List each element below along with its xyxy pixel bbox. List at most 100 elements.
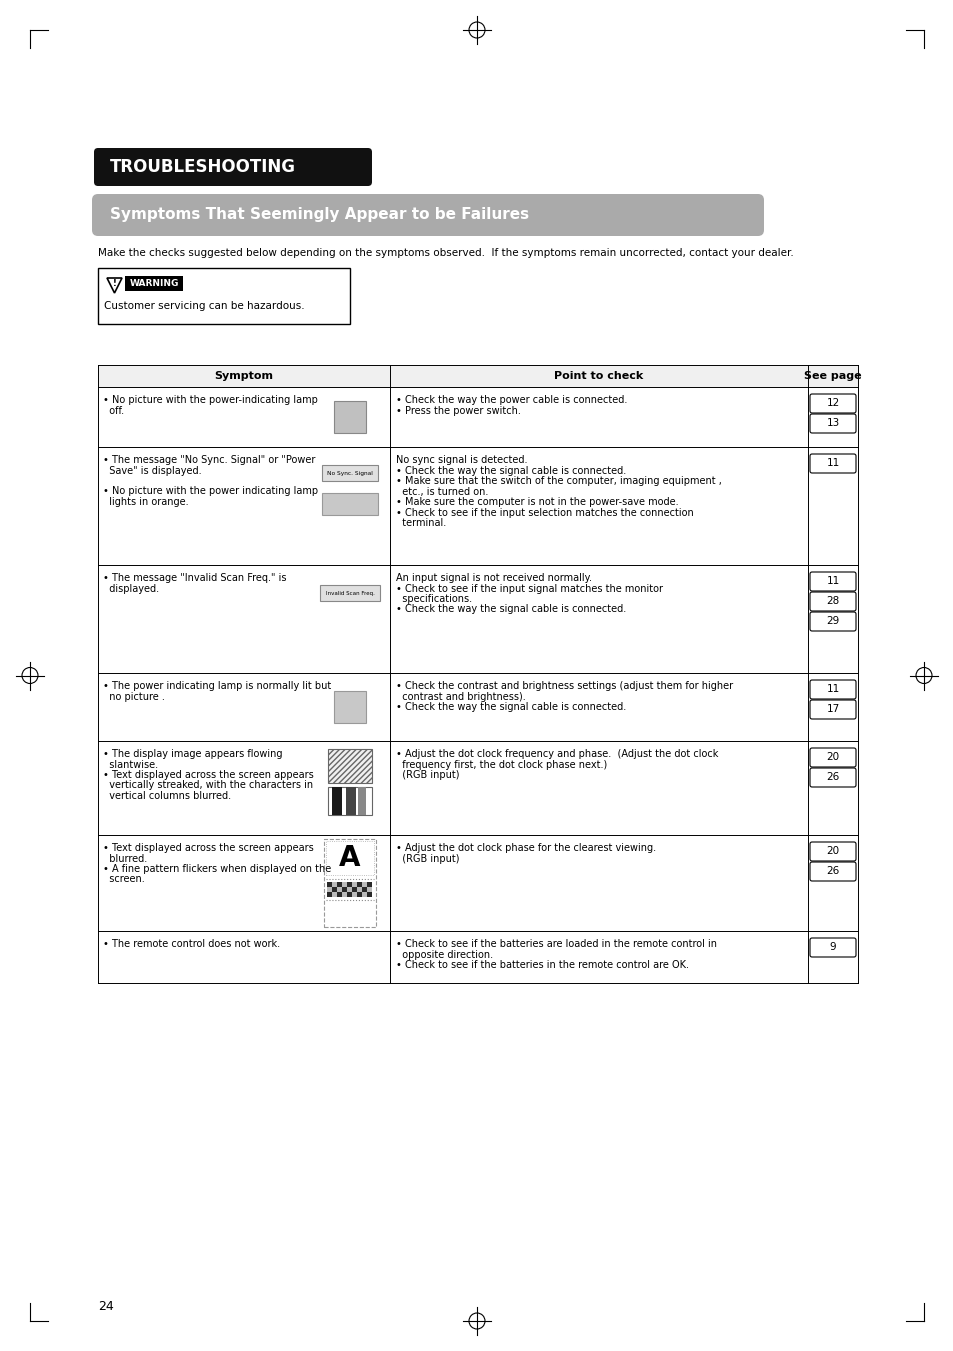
Bar [332, 888, 336, 892]
Text: Make the checks suggested below depending on the symptoms observed.  If the symp: Make the checks suggested below dependin… [98, 249, 793, 258]
Bar [352, 888, 356, 892]
Bar [327, 882, 332, 888]
FancyBboxPatch shape [809, 700, 855, 719]
Bar [334, 401, 366, 434]
Text: 29: 29 [825, 616, 839, 627]
Text: A: A [339, 844, 360, 871]
Text: TROUBLESHOOTING: TROUBLESHOOTING [110, 158, 295, 176]
Bar [125, 276, 183, 290]
Text: • Text displayed across the screen appears: • Text displayed across the screen appea… [103, 843, 314, 852]
Text: (RGB input): (RGB input) [395, 770, 459, 780]
Text: 26: 26 [825, 773, 839, 782]
Text: 11: 11 [825, 577, 839, 586]
Text: • No picture with the power indicating lamp: • No picture with the power indicating l… [103, 486, 317, 497]
Bar [341, 882, 347, 888]
Text: terminal.: terminal. [395, 517, 446, 528]
Bar [367, 888, 372, 892]
Bar [361, 888, 367, 892]
Bar [327, 888, 332, 892]
Text: Symptom: Symptom [214, 372, 274, 381]
Bar [347, 888, 352, 892]
Bar [341, 892, 347, 897]
Text: No sync signal is detected.: No sync signal is detected. [395, 455, 527, 465]
Text: 13: 13 [825, 419, 839, 428]
Text: 26: 26 [825, 866, 839, 877]
Text: blurred.: blurred. [103, 854, 147, 863]
Bar [356, 882, 361, 888]
Text: contrast and brightness).: contrast and brightness). [395, 692, 525, 701]
Text: • Check the way the signal cable is connected.: • Check the way the signal cable is conn… [395, 604, 625, 615]
Text: vertical columns blurred.: vertical columns blurred. [103, 790, 231, 801]
Bar [347, 882, 352, 888]
Text: Symptoms That Seemingly Appear to be Failures: Symptoms That Seemingly Appear to be Fai… [110, 208, 529, 223]
Bar [367, 882, 372, 888]
Text: • Check to see if the batteries are loaded in the remote control in: • Check to see if the batteries are load… [395, 939, 717, 948]
Text: • The message "Invalid Scan Freq." is: • The message "Invalid Scan Freq." is [103, 573, 286, 584]
Bar [334, 690, 366, 723]
Text: displayed.: displayed. [103, 584, 159, 593]
Text: (RGB input): (RGB input) [395, 854, 459, 863]
Bar [328, 788, 372, 815]
Bar [327, 892, 332, 897]
Bar [322, 465, 377, 481]
Bar [98, 267, 350, 324]
Bar [367, 892, 372, 897]
Text: 9: 9 [829, 943, 836, 952]
Text: WARNING: WARNING [130, 280, 178, 288]
Text: • The message "No Sync. Signal" or "Power: • The message "No Sync. Signal" or "Powe… [103, 455, 315, 465]
Text: No Sync. Signal: No Sync. Signal [327, 470, 373, 476]
Text: 20: 20 [825, 847, 839, 857]
Bar [328, 748, 372, 784]
FancyBboxPatch shape [809, 748, 855, 767]
Bar [322, 493, 377, 515]
Text: • A fine pattern flickers when displayed on the: • A fine pattern flickers when displayed… [103, 865, 331, 874]
Text: lights in orange.: lights in orange. [103, 497, 189, 507]
Text: 11: 11 [825, 685, 839, 694]
Bar [341, 888, 347, 892]
Text: • Check to see if the input selection matches the connection: • Check to see if the input selection ma… [395, 508, 693, 517]
Bar [361, 892, 367, 897]
Bar [332, 882, 336, 888]
Text: no picture .: no picture . [103, 692, 165, 701]
FancyBboxPatch shape [809, 680, 855, 698]
Text: An input signal is not received normally.: An input signal is not received normally… [395, 573, 592, 584]
FancyBboxPatch shape [809, 938, 855, 957]
Bar [346, 788, 355, 815]
FancyBboxPatch shape [94, 149, 372, 186]
Text: Point to check: Point to check [554, 372, 643, 381]
Polygon shape [107, 278, 122, 293]
Text: Invalid Scan Freq.: Invalid Scan Freq. [325, 590, 374, 596]
Bar [326, 842, 374, 875]
Text: • Check to see if the input signal matches the monitor: • Check to see if the input signal match… [395, 584, 662, 593]
Text: opposite direction.: opposite direction. [395, 950, 493, 959]
Text: 24: 24 [98, 1300, 113, 1313]
Text: • Make sure that the switch of the computer, imaging equipment ,: • Make sure that the switch of the compu… [395, 476, 721, 486]
Text: • Make sure the computer is not in the power-save mode.: • Make sure the computer is not in the p… [395, 497, 678, 507]
FancyBboxPatch shape [809, 862, 855, 881]
Text: 12: 12 [825, 399, 839, 408]
Bar [356, 892, 361, 897]
FancyBboxPatch shape [809, 571, 855, 590]
Text: • The power indicating lamp is normally lit but: • The power indicating lamp is normally … [103, 681, 331, 690]
Text: specifications.: specifications. [395, 594, 472, 604]
Text: • Check the way the signal cable is connected.: • Check the way the signal cable is conn… [395, 466, 625, 476]
Text: • No picture with the power-indicating lamp: • No picture with the power-indicating l… [103, 394, 317, 405]
Text: • Press the power switch.: • Press the power switch. [395, 405, 520, 416]
Bar [98, 365, 857, 386]
Text: off.: off. [103, 405, 124, 416]
Text: • Check to see if the batteries in the remote control are OK.: • Check to see if the batteries in the r… [395, 961, 688, 970]
Text: • Check the way the power cable is connected.: • Check the way the power cable is conne… [395, 394, 627, 405]
Bar [356, 888, 361, 892]
FancyBboxPatch shape [91, 195, 763, 236]
Text: etc., is turned on.: etc., is turned on. [395, 486, 488, 497]
Text: • Check the contrast and brightness settings (adjust them for higher: • Check the contrast and brightness sett… [395, 681, 732, 690]
Text: screen.: screen. [103, 874, 145, 885]
Bar [361, 882, 367, 888]
FancyBboxPatch shape [809, 842, 855, 861]
Bar [336, 888, 341, 892]
Text: 28: 28 [825, 597, 839, 607]
FancyBboxPatch shape [809, 454, 855, 473]
Bar [352, 882, 356, 888]
FancyBboxPatch shape [809, 767, 855, 788]
Bar [336, 892, 341, 897]
